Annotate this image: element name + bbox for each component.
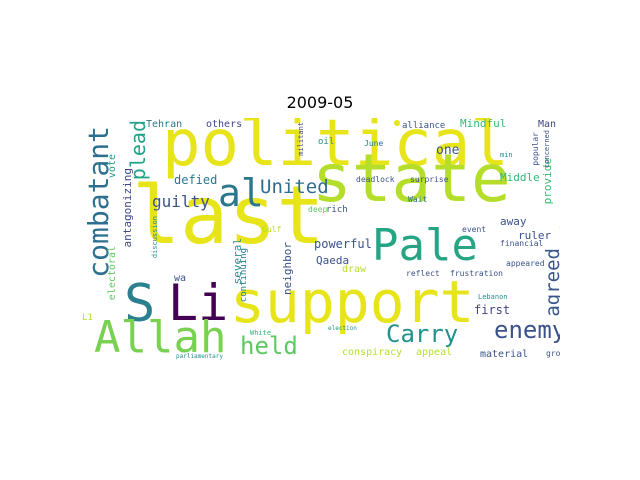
word-tehran: Tehran: [146, 119, 183, 130]
word-vote: vote: [107, 154, 118, 179]
word-election: election: [328, 325, 357, 332]
word-first: first: [474, 303, 511, 317]
word-wait: Wait: [408, 195, 428, 204]
word-event: event: [462, 225, 487, 234]
word-continuing: continuing: [239, 248, 249, 303]
word-others: others: [206, 119, 243, 130]
word-political: political: [162, 118, 509, 181]
word-min: min: [500, 151, 513, 159]
word-away: away: [500, 215, 527, 228]
word-appeared: appeared: [506, 259, 545, 268]
word-defied: defied: [174, 173, 218, 187]
word-antagonizing: antagonizing: [121, 168, 134, 248]
word-l1: L1: [82, 313, 93, 323]
word-al: al: [218, 171, 264, 215]
word-support: support: [230, 268, 475, 336]
word-gulf: Gulf: [262, 225, 282, 234]
word-middle: Middle: [500, 171, 540, 184]
word-agreed: agreed: [542, 248, 560, 317]
word-conspiracy: conspiracy: [342, 347, 403, 358]
word-draw: draw: [342, 264, 367, 275]
word-appeal: appeal: [416, 347, 453, 358]
word-parliamentary: parliamentary: [176, 353, 223, 360]
word-carry: Carry: [386, 320, 459, 348]
word-militant: militant: [297, 122, 305, 156]
word-wa: wa: [174, 273, 187, 284]
word-ruler: ruler: [518, 229, 552, 242]
word-pale: Pale: [372, 220, 478, 271]
word-group: group: [546, 349, 560, 358]
word-state: state: [312, 140, 511, 217]
word-white: White: [250, 329, 272, 337]
word-alliance: alliance: [402, 121, 446, 131]
word-june: June: [364, 139, 384, 148]
word-electoral: electoral: [107, 246, 118, 301]
word-cloud: last political state support Li S Allah …: [80, 118, 560, 363]
word-qaeda: Qaeda: [316, 254, 350, 267]
word-man: Man: [538, 119, 557, 130]
word-reflect: reflect: [406, 269, 440, 278]
word-material: material: [480, 349, 529, 360]
word-frustration: frustration: [450, 269, 503, 278]
word-concerned: concerned: [543, 130, 551, 168]
word-united: United: [260, 176, 329, 198]
word-deadlock: deadlock: [356, 175, 395, 184]
word-guilty: guilty: [152, 192, 210, 211]
word-popular: popular: [531, 132, 540, 166]
word-oil: oil: [318, 137, 335, 147]
word-discussion: discussion: [151, 216, 159, 259]
word-s: S: [124, 274, 156, 334]
word-surprise: surprise: [410, 175, 449, 184]
word-one: one: [436, 143, 460, 158]
word-financial: financial: [500, 239, 544, 248]
word-mindful: Mindful: [460, 118, 507, 130]
word-rich: rich: [326, 205, 348, 215]
word-enemy: enemy: [494, 316, 560, 344]
word-neighbor: neighbor: [281, 242, 294, 295]
dot-mark: [394, 120, 400, 126]
word-deep: deep: [308, 205, 328, 214]
word-lebanon: Lebanon: [478, 293, 508, 301]
word-last: last: [132, 169, 325, 262]
word-held: held: [240, 332, 298, 360]
word-allah: Allah: [94, 312, 227, 363]
word-powerful: powerful: [314, 237, 372, 251]
chart-title: 2009-05: [286, 93, 354, 112]
word-li: Li: [168, 274, 229, 332]
